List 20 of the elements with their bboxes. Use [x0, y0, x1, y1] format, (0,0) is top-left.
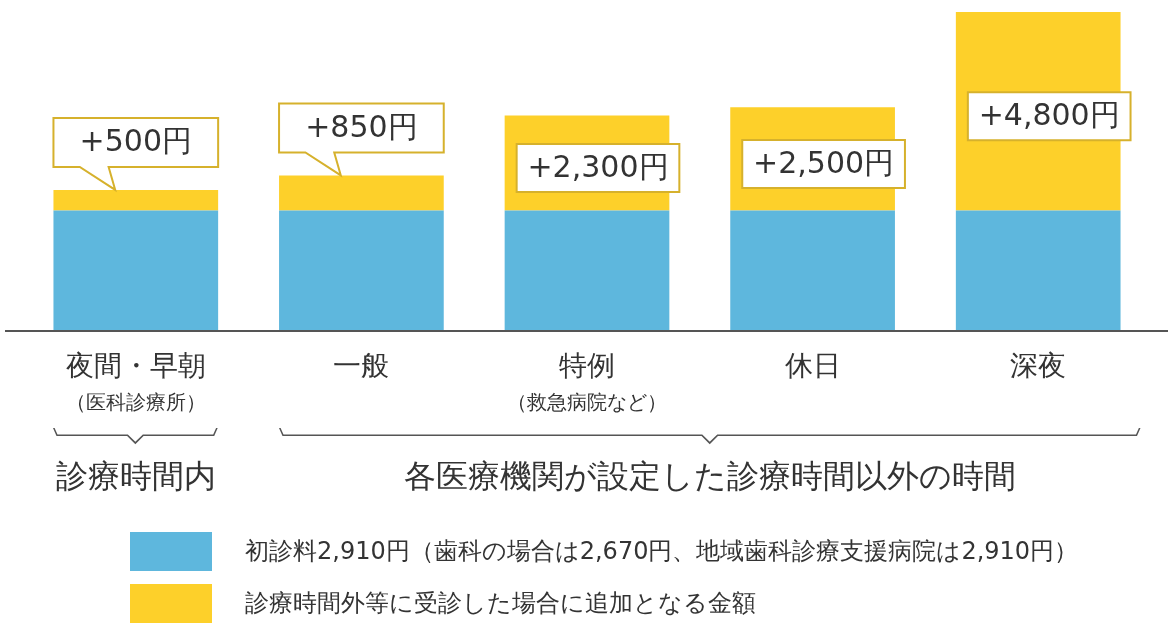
- text: 診療時間内: [55, 457, 216, 495]
- data-label: +2,500円: [753, 144, 895, 180]
- data-label: +500円: [79, 123, 192, 159]
- text: 各医療機関が設定した診療時間以外の時間: [403, 457, 1016, 495]
- legend-label: 診療時間外等に受診した場合に追加となる金額: [245, 588, 756, 619]
- bar: [504, 210, 670, 331]
- x-tick-label: 深夜: [1010, 349, 1067, 383]
- bar: [279, 210, 444, 331]
- x-tick-label: 特例（救急病院など）: [507, 349, 667, 415]
- data-label: +4,800円: [978, 97, 1120, 133]
- x-tick-label: 夜間・早朝（医科診療所）: [65, 349, 206, 415]
- data-label: +2,300円: [527, 148, 669, 184]
- bar: [955, 210, 1121, 331]
- bar: [53, 210, 219, 331]
- data-label: +850円: [305, 108, 418, 144]
- bar: [730, 210, 895, 331]
- bar: [53, 189, 219, 211]
- x-tick-label: 一般: [333, 349, 390, 383]
- legend-label: 初診料2,910円（歯科の場合は2,670円、地域歯科診療支援病院は2,910円）: [245, 536, 1079, 567]
- x-tick-label: 休日: [784, 349, 841, 383]
